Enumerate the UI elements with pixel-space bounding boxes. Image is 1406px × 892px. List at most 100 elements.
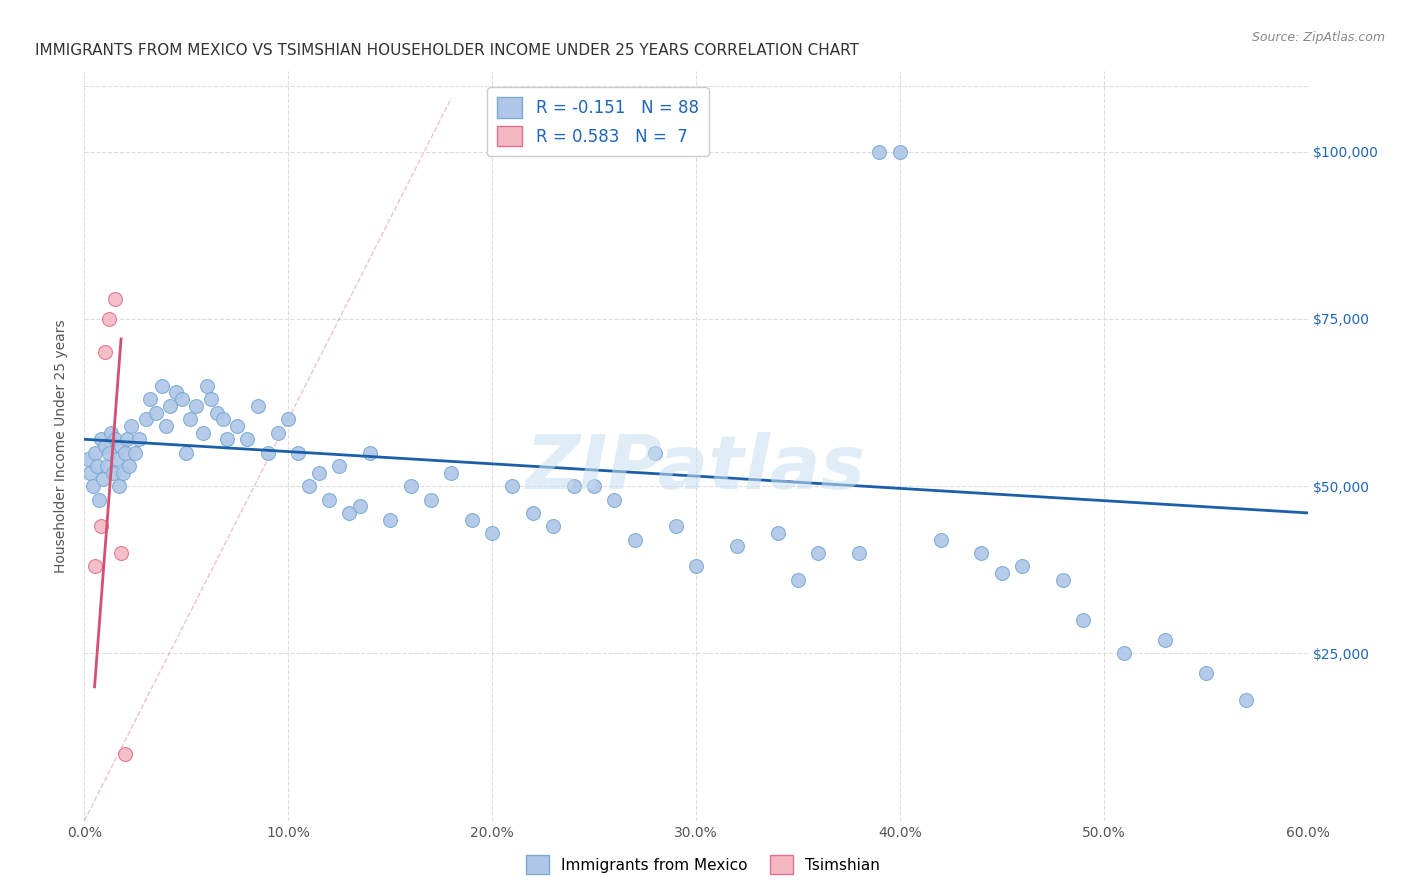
Point (236, 433, 259, 447)
Point (90, 519, 112, 533)
Point (440, 466, 463, 480)
Point (603, 492, 626, 507)
Point (277, 412, 299, 426)
Point (96, 458, 118, 473)
Point (217, 433, 239, 447)
Point (87, 492, 110, 507)
Text: IMMIGRANTS FROM MEXICO VS TSIMSHIAN HOUSEHOLDER INCOME UNDER 25 YEARS CORRELATIO: IMMIGRANTS FROM MEXICO VS TSIMSHIAN HOUS… (35, 43, 859, 58)
Point (118, 458, 141, 473)
Point (420, 492, 443, 507)
Point (83, 446, 105, 460)
Point (115, 433, 138, 447)
Point (766, 526, 789, 541)
Point (145, 405, 167, 420)
Point (869, 145, 891, 159)
Point (848, 546, 870, 560)
Point (172, 392, 194, 407)
Point (807, 546, 830, 560)
Point (287, 446, 309, 460)
Point (212, 412, 235, 426)
Point (114, 446, 136, 460)
Point (174, 446, 197, 460)
Point (257, 446, 280, 460)
Point (583, 479, 606, 493)
Legend: R = -0.151   N = 88, R = 0.583   N =  7: R = -0.151 N = 88, R = 0.583 N = 7 (488, 87, 709, 156)
Point (502, 479, 524, 493)
Point (104, 433, 127, 447)
Point (624, 533, 647, 547)
Point (1114, 646, 1136, 660)
Point (108, 479, 131, 493)
Point (929, 533, 952, 547)
Point (205, 405, 228, 420)
Point (93, 345, 115, 359)
Point (1195, 666, 1218, 681)
Point (83, 559, 105, 574)
Point (991, 566, 1014, 581)
Point (114, 747, 136, 761)
Point (179, 412, 201, 426)
Point (328, 458, 350, 473)
Point (186, 399, 208, 413)
Point (543, 519, 565, 533)
Point (110, 546, 132, 560)
Point (481, 526, 503, 541)
Point (562, 479, 585, 493)
Point (246, 399, 269, 413)
Point (128, 433, 150, 447)
Point (380, 512, 402, 526)
Point (1236, 693, 1258, 707)
Legend: Immigrants from Mexico, Tsimshian: Immigrants from Mexico, Tsimshian (520, 849, 886, 880)
Point (665, 519, 688, 533)
Point (1073, 613, 1095, 627)
Text: ZIPatlas: ZIPatlas (526, 432, 866, 505)
Point (644, 446, 666, 460)
Point (725, 539, 748, 553)
Point (135, 412, 157, 426)
Point (155, 419, 177, 434)
Point (159, 399, 181, 413)
Point (200, 392, 222, 407)
Point (787, 573, 810, 587)
Point (349, 500, 371, 514)
Point (124, 446, 146, 460)
Point (93, 439, 115, 453)
Point (105, 452, 128, 467)
Point (685, 559, 707, 574)
Point (522, 506, 544, 520)
Point (91, 473, 114, 487)
Point (267, 425, 290, 440)
Point (112, 466, 135, 480)
Point (226, 419, 249, 434)
Point (318, 492, 340, 507)
Point (77, 452, 100, 467)
Point (82, 479, 104, 493)
Point (165, 385, 187, 400)
Point (889, 145, 911, 159)
Point (308, 466, 330, 480)
Point (461, 512, 484, 526)
Point (298, 479, 321, 493)
Point (79, 466, 101, 480)
Point (90, 433, 112, 447)
Point (1154, 633, 1177, 648)
Point (1052, 573, 1074, 587)
Point (101, 466, 124, 480)
Point (195, 378, 218, 392)
Y-axis label: Householder Income Under 25 years: Householder Income Under 25 years (55, 319, 69, 573)
Point (1011, 559, 1033, 574)
Point (110, 439, 132, 453)
Point (191, 425, 214, 440)
Point (97, 446, 120, 460)
Point (359, 446, 381, 460)
Point (339, 506, 361, 520)
Point (86, 458, 108, 473)
Point (970, 546, 993, 560)
Point (100, 425, 122, 440)
Point (399, 479, 422, 493)
Point (138, 392, 160, 407)
Point (97, 312, 120, 326)
Point (120, 419, 142, 434)
Point (150, 378, 173, 392)
Point (104, 292, 127, 306)
